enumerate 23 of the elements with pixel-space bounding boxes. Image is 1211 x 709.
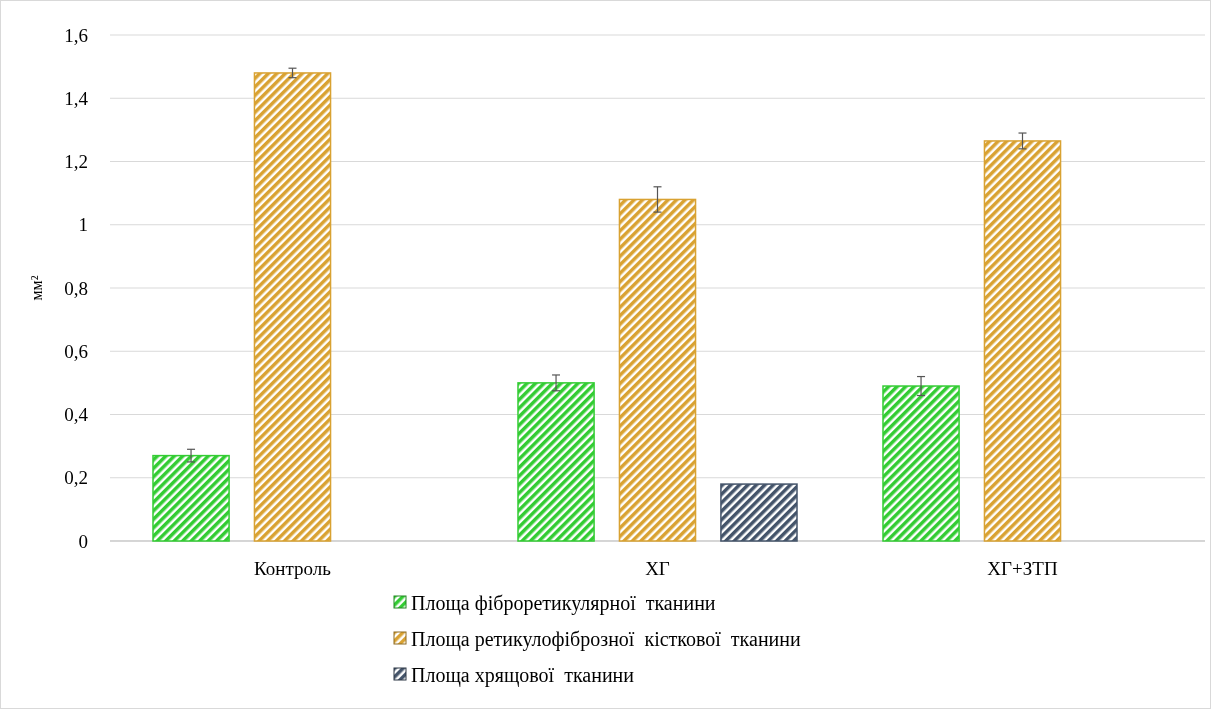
legend-label: Площа фіброретикулярної тканини xyxy=(411,592,716,615)
y-tick-label: 0,8 xyxy=(64,277,88,299)
y-tick-label: 0,4 xyxy=(64,404,89,426)
y-tick-label: 1 xyxy=(78,214,88,236)
x-tick-label: ХГ xyxy=(645,558,670,579)
legend-label: Площа хрящової тканини xyxy=(411,664,635,687)
bar xyxy=(517,382,595,542)
y-tick-label: 1,4 xyxy=(64,87,89,109)
bar xyxy=(618,198,697,542)
y-axis-title: мм² xyxy=(28,275,45,301)
legend-label: Площа ретикулофіброзної кісткової тканини xyxy=(411,628,801,651)
bar xyxy=(720,483,798,542)
y-tick-label: 1,2 xyxy=(64,151,88,173)
x-tick-label: ХГ+ЗТП xyxy=(987,558,1058,579)
x-tick-label: Контроль xyxy=(254,558,332,579)
bar xyxy=(882,385,960,542)
y-tick-label: 0,2 xyxy=(64,467,88,489)
y-tick-label: 0 xyxy=(78,530,88,552)
bar xyxy=(983,140,1062,542)
bar xyxy=(152,454,230,542)
bar xyxy=(253,72,332,542)
y-tick-label: 1,6 xyxy=(64,24,88,46)
y-tick-label: 0,6 xyxy=(64,340,88,362)
